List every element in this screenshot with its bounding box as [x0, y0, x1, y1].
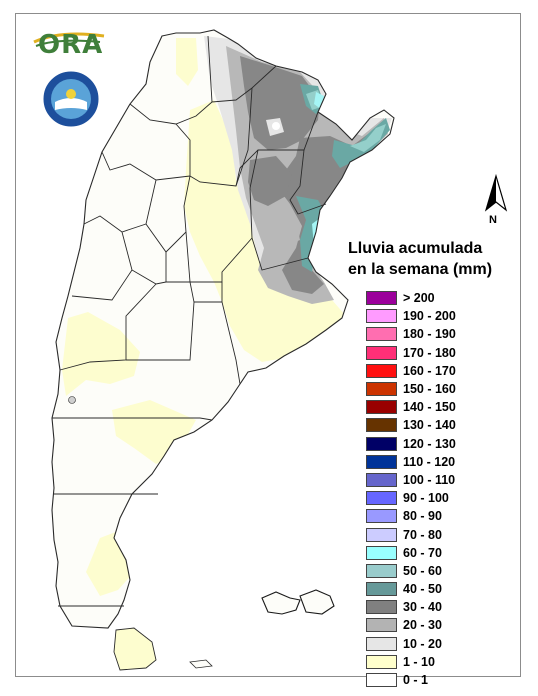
- legend-swatch: [366, 673, 397, 688]
- legend-swatch: [366, 327, 397, 342]
- zone-50-60-b: [350, 124, 386, 152]
- legend-row: 0 - 1: [366, 671, 516, 689]
- legend-swatch: [366, 345, 397, 360]
- legend-title: Lluvia acumulada en la semana (mm): [348, 238, 518, 280]
- zone-30-40-north: [240, 56, 320, 150]
- legend-title-line2: en la semana (mm): [348, 261, 493, 278]
- legend-row: 10 - 20: [366, 635, 516, 653]
- ora-logo: [33, 32, 105, 47]
- legend-label: 150 - 160: [403, 382, 456, 397]
- legend-label: 40 - 50: [403, 582, 442, 597]
- country-outline: [51, 29, 395, 629]
- legend-label: 140 - 150: [403, 400, 456, 415]
- north-arrow-icon: [484, 173, 508, 212]
- legend-row: > 200: [366, 289, 516, 307]
- legend-label: 130 - 140: [403, 418, 456, 433]
- legend-swatch: [366, 545, 397, 560]
- legend-row: 60 - 70: [366, 544, 516, 562]
- legend-label: 190 - 200: [403, 309, 456, 324]
- legend-swatch: [366, 582, 397, 597]
- legend-swatch: [366, 491, 397, 506]
- legend-row: 40 - 50: [366, 580, 516, 598]
- legend-label: 10 - 20: [403, 636, 442, 651]
- legend-row: 150 - 160: [366, 380, 516, 398]
- legend-swatch: [366, 363, 397, 378]
- legend-label: 70 - 80: [403, 527, 442, 542]
- legend-label: 160 - 170: [403, 363, 456, 378]
- legend-row: 1 - 10: [366, 653, 516, 671]
- legend-swatch: [366, 436, 397, 451]
- legend-row: 140 - 150: [366, 398, 516, 416]
- legend-swatch: [366, 472, 397, 487]
- north-label: N: [489, 214, 497, 226]
- legend-swatch: [366, 527, 397, 542]
- smn-seal-logo: [42, 70, 100, 128]
- legend-row: 70 - 80: [366, 525, 516, 543]
- small-island: [189, 659, 213, 669]
- legend-swatch: [366, 382, 397, 397]
- zone-1-10-west: [62, 312, 140, 396]
- legend-label: 180 - 190: [403, 327, 456, 342]
- legend-swatch: [366, 563, 397, 578]
- zone-1-10-north: [176, 38, 198, 86]
- legend-row: 30 - 40: [366, 598, 516, 616]
- legend-row: 130 - 140: [366, 416, 516, 434]
- legend-swatch: [366, 618, 397, 633]
- legend-row: 80 - 90: [366, 507, 516, 525]
- legend-row: 90 - 100: [366, 489, 516, 507]
- legend-row: 120 - 130: [366, 435, 516, 453]
- legend-swatch: [366, 600, 397, 615]
- legend-label: 100 - 110: [403, 472, 456, 487]
- legend-title-line1: Lluvia acumulada: [348, 240, 483, 257]
- lake: [68, 396, 76, 404]
- legend-swatch: [366, 291, 397, 306]
- legend-label: 50 - 60: [403, 563, 442, 578]
- legend-label: 170 - 180: [403, 345, 456, 360]
- legend-label: 20 - 30: [403, 618, 442, 633]
- legend-label: 80 - 90: [403, 509, 442, 524]
- legend-label: 90 - 100: [403, 491, 449, 506]
- legend-row: 190 - 200: [366, 307, 516, 325]
- legend-label: 120 - 130: [403, 436, 456, 451]
- tierra-del-fuego: [113, 627, 157, 671]
- legend-row: 100 - 110: [366, 471, 516, 489]
- legend-label: 60 - 70: [403, 545, 442, 560]
- zone-40-50-c: [296, 196, 326, 272]
- legend-label: 1 - 10: [403, 654, 435, 669]
- legend-swatch: [366, 654, 397, 669]
- legend-label: 110 - 120: [403, 454, 456, 469]
- lake: [272, 122, 280, 130]
- malvinas-islands: [261, 589, 335, 615]
- legend-row: 170 - 180: [366, 344, 516, 362]
- legend-swatch: [366, 509, 397, 524]
- legend-row: 110 - 120: [366, 453, 516, 471]
- legend-row: 180 - 190: [366, 325, 516, 343]
- legend-row: 50 - 60: [366, 562, 516, 580]
- legend-row: 160 - 170: [366, 362, 516, 380]
- zone-20-30-patch: [282, 222, 300, 246]
- legend-label: 30 - 40: [403, 600, 442, 615]
- legend-swatch: [366, 400, 397, 415]
- legend-swatch: [366, 454, 397, 469]
- ora-logo-text: ORA: [38, 30, 104, 60]
- zone-30-40-center: [248, 156, 292, 206]
- legend-swatch: [366, 636, 397, 651]
- legend-row: 20 - 30: [366, 616, 516, 634]
- legend-swatch: [366, 309, 397, 324]
- legend-label: > 200: [403, 291, 435, 306]
- legend-label: 0 - 1: [403, 673, 429, 688]
- rainfall-legend: > 200 190 - 200 180 - 190 170 - 180 160 - 17…: [366, 289, 516, 689]
- legend-swatch: [366, 418, 397, 433]
- province-borders: [51, 29, 395, 629]
